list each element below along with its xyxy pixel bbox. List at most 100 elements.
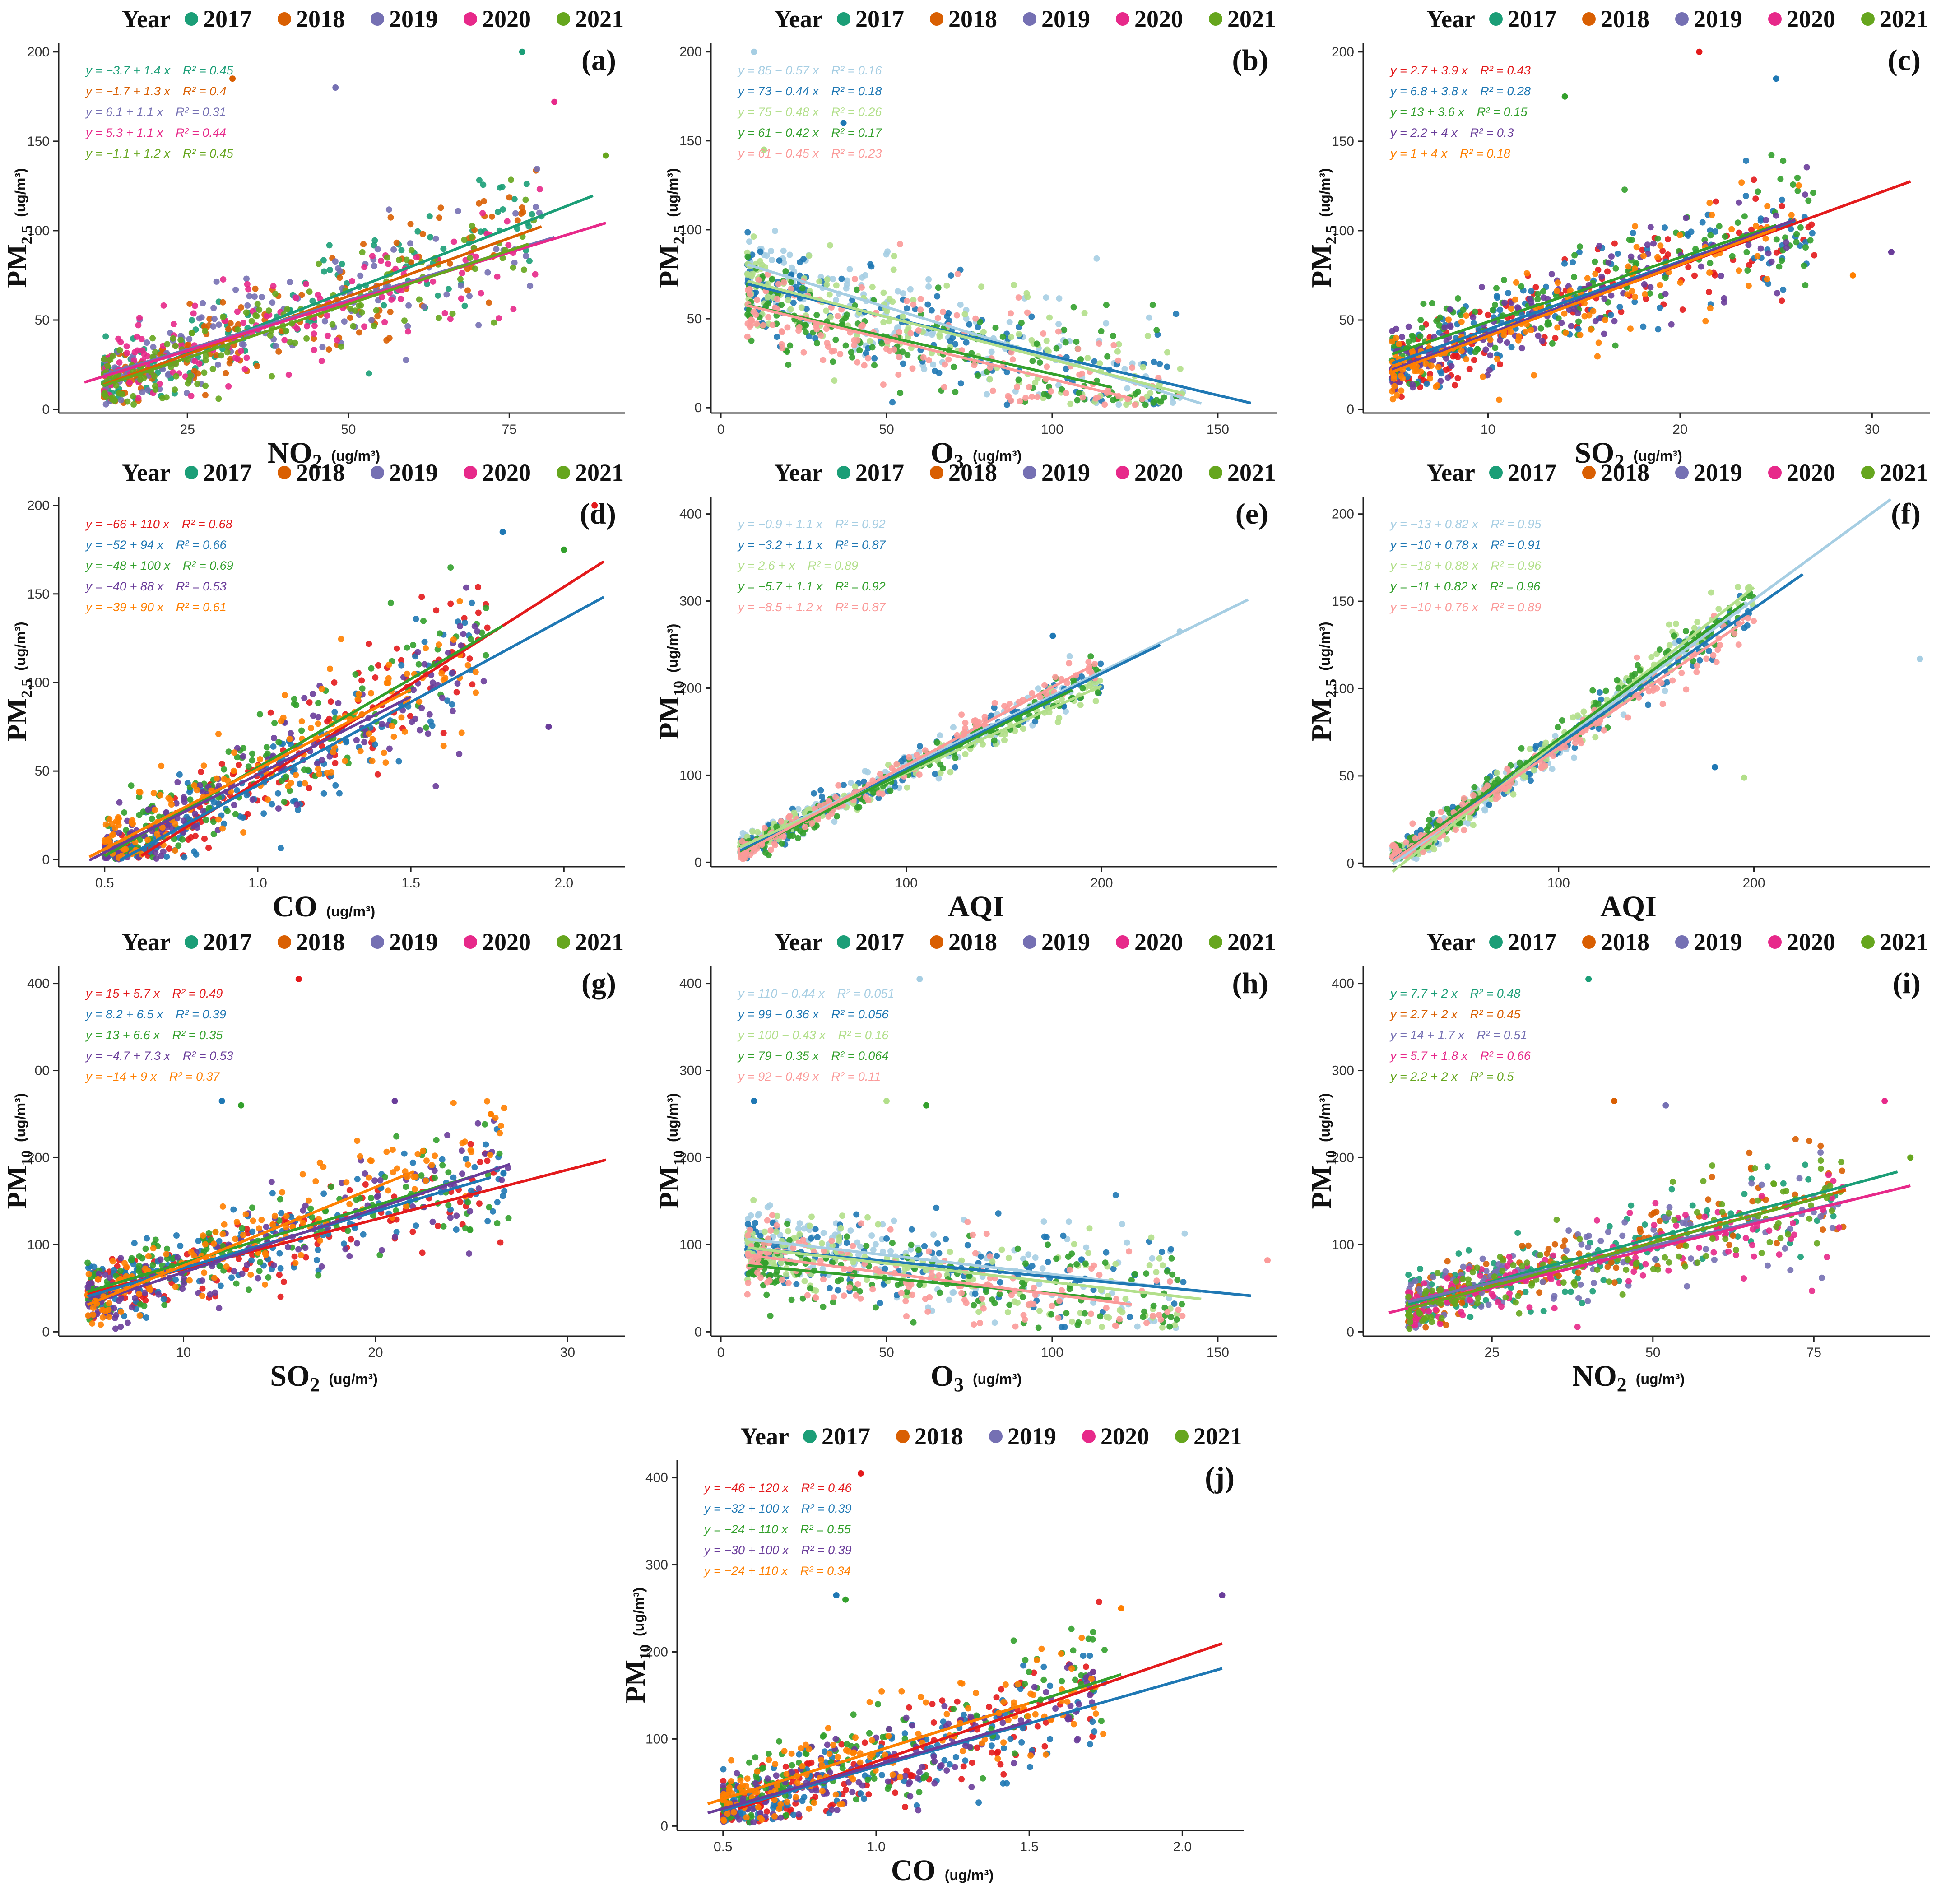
point-2021 — [449, 311, 456, 317]
point-s5 — [1418, 832, 1424, 839]
point-2019 — [213, 278, 220, 285]
legend-title: Year — [774, 459, 823, 486]
point-2019 — [512, 210, 519, 217]
point-s1 — [883, 251, 890, 258]
point-2020 — [263, 313, 270, 320]
point-s1 — [1779, 203, 1785, 209]
point-s5 — [1515, 337, 1522, 344]
point-s5 — [958, 711, 965, 718]
point-2021 — [152, 349, 158, 356]
panel-label: (e) — [1235, 497, 1268, 530]
point-s4 — [270, 734, 277, 741]
point-s3 — [1537, 325, 1544, 332]
point-s5 — [404, 670, 410, 677]
point-s1 — [1611, 240, 1618, 247]
legend-label-2018: 2018 — [948, 459, 997, 486]
equation-2021: y = −1.1 + 1.2 x R² = 0.45 — [85, 147, 234, 160]
point-s1 — [1056, 295, 1063, 302]
point-s3 — [1793, 231, 1800, 237]
point-s5 — [910, 301, 917, 308]
point-s4 — [1682, 214, 1689, 221]
point-s5 — [754, 297, 761, 303]
point-s4 — [1566, 306, 1573, 313]
point-s5 — [953, 312, 960, 319]
y-tick-label: 100 — [1332, 681, 1354, 696]
point-s3 — [1530, 766, 1537, 773]
panel-e: Year 2017 2018 2019 2020 2021 100 200 0 100 200 300… — [652, 454, 1303, 923]
point-2017 — [321, 268, 327, 275]
point-s2 — [1164, 363, 1170, 370]
point-2018 — [387, 308, 394, 315]
point-2018 — [201, 323, 208, 330]
point-s5 — [315, 720, 321, 727]
point-s1 — [218, 761, 225, 767]
scatter-points — [1388, 48, 1895, 403]
point-s4 — [834, 813, 840, 820]
point-s5 — [1677, 279, 1684, 286]
panel-c: Year 2017 2018 2019 2020 2021 10 20 30 0 50 100 150 2… — [1305, 0, 1955, 473]
point-2017 — [440, 246, 447, 252]
point-2020 — [130, 357, 137, 364]
legend-swatch-2021 — [1209, 466, 1222, 479]
point-2020 — [117, 339, 124, 345]
point-s4 — [326, 753, 333, 760]
point-s5 — [450, 636, 457, 643]
point-s5 — [1578, 740, 1584, 747]
legend-swatch-2018 — [1582, 466, 1596, 479]
point-s4 — [361, 739, 368, 746]
point-s4 — [1555, 724, 1561, 730]
point-s5 — [1508, 329, 1514, 335]
point-s3 — [1096, 360, 1103, 367]
point-s1 — [950, 724, 957, 731]
point-s3 — [1807, 237, 1814, 244]
point-s2 — [186, 789, 193, 795]
point-s4 — [1103, 302, 1110, 308]
point-2020 — [134, 333, 140, 340]
point-s5 — [390, 734, 397, 740]
point-s3 — [1648, 654, 1655, 660]
point-s2 — [1505, 290, 1511, 297]
x-axis-label: O3 (ug/m³) — [931, 437, 1022, 473]
point-s4 — [975, 372, 981, 379]
point-2019 — [455, 208, 461, 214]
point-s5 — [896, 329, 903, 335]
point-s5 — [865, 797, 872, 803]
point-s4 — [1698, 263, 1704, 270]
point-s4 — [1535, 332, 1542, 339]
point-s4 — [1447, 322, 1453, 329]
point-s5 — [917, 296, 924, 302]
point-s5 — [1041, 682, 1048, 688]
point-s1 — [1662, 687, 1668, 694]
y-tick-label: 00 — [35, 1063, 50, 1078]
point-s3 — [467, 636, 474, 643]
fit-line-s5 — [1391, 228, 1777, 373]
point-outlier — [561, 546, 567, 553]
point-s5 — [1762, 235, 1769, 242]
point-s5 — [1006, 394, 1012, 401]
legend-label-2021: 2021 — [575, 459, 624, 486]
equation-s4: y = 61 − 0.42 x R² = 0.17 — [737, 126, 882, 139]
point-s4 — [1518, 745, 1525, 752]
point-s3 — [823, 281, 830, 288]
point-s4 — [1429, 810, 1436, 817]
point-2021 — [202, 328, 209, 334]
point-2020 — [131, 349, 138, 356]
point-s1 — [1124, 385, 1131, 392]
point-s2 — [952, 764, 958, 771]
point-s3 — [1534, 296, 1541, 302]
point-s3 — [1570, 714, 1576, 721]
point-s2 — [1438, 370, 1445, 377]
scatter-points — [101, 502, 598, 863]
point-s3 — [293, 702, 300, 708]
point-s3 — [980, 741, 986, 748]
point-s3 — [281, 799, 288, 805]
point-s2 — [1741, 624, 1748, 631]
point-s3 — [1797, 224, 1804, 231]
point-s4 — [409, 719, 415, 725]
point-s4 — [1608, 253, 1615, 260]
equation-s5: y = −8.5 + 1.2 x R² = 0.87 — [737, 600, 886, 614]
equation-s2: y = −10 + 0.78 x R² = 0.91 — [1389, 538, 1541, 552]
point-s5 — [784, 324, 791, 331]
point-s3 — [744, 271, 751, 278]
point-s4 — [800, 830, 807, 837]
